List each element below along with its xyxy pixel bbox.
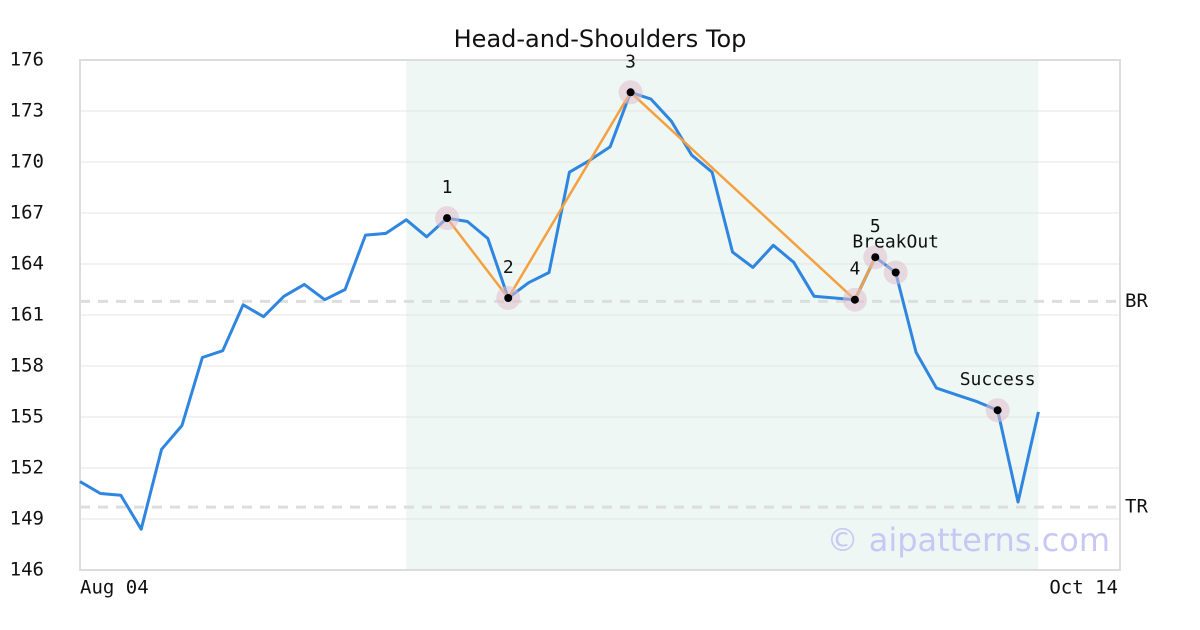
level-label: BR (1125, 290, 1148, 312)
y-tick-label: 173 (10, 100, 44, 122)
y-tick-label: 155 (10, 406, 44, 428)
plot-frame (79, 59, 1121, 571)
marker-label: 2 (503, 257, 514, 278)
marker (504, 294, 513, 302)
y-tick-label: 167 (10, 202, 44, 224)
marker-label: 1 (442, 177, 453, 198)
y-tick-label: 164 (10, 253, 44, 275)
level-label: TR (1125, 496, 1148, 518)
marker-label: 3 (625, 51, 636, 72)
marker-label: Success (960, 369, 1036, 390)
marker (850, 295, 859, 304)
marker (443, 214, 452, 223)
watermark: © aipatterns.com (827, 521, 1110, 559)
marker (891, 268, 900, 277)
x-start-label: Aug 04 (80, 577, 149, 599)
marker (626, 88, 635, 97)
marker-label: BreakOut (852, 232, 939, 253)
y-tick-label: 158 (10, 355, 44, 377)
y-tick-label: 149 (10, 508, 44, 530)
y-tick-label: 170 (10, 151, 44, 173)
marker-label: 5 (870, 216, 881, 237)
marker-label: 4 (849, 259, 860, 280)
marker (871, 253, 880, 262)
y-tick-label: 161 (10, 304, 44, 326)
x-end-label: Oct 14 (1049, 577, 1118, 599)
y-tick-label: 152 (10, 457, 44, 479)
y-tick-label: 176 (10, 49, 44, 71)
marker (993, 406, 1002, 415)
chart-title: Head-and-Shoulders Top (454, 25, 747, 53)
y-tick-label: 146 (10, 559, 44, 581)
